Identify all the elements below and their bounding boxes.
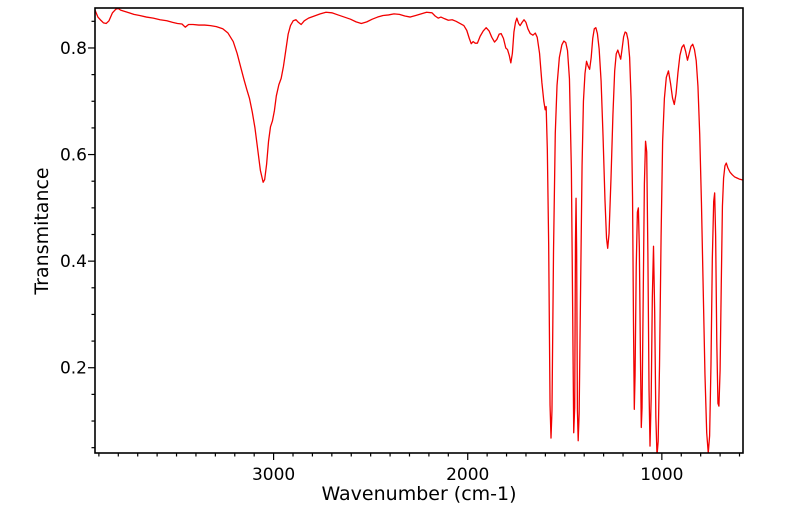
y-tick-label: 0.8 [60, 39, 87, 59]
x-tick-label: 1000 [640, 465, 683, 485]
x-tick-label: 3000 [252, 465, 295, 485]
y-tick-label: 0.2 [60, 359, 87, 379]
y-tick-label: 0.6 [60, 146, 87, 166]
spectrum-line [95, 8, 743, 453]
y-tick-label: 0.4 [60, 252, 87, 272]
axes-frame [94, 7, 744, 454]
x-tick-label: 2000 [446, 465, 489, 485]
y-axis-label: Transmitance [31, 167, 53, 295]
x-axis-label: Wavenumber (cm-1) [321, 483, 517, 505]
